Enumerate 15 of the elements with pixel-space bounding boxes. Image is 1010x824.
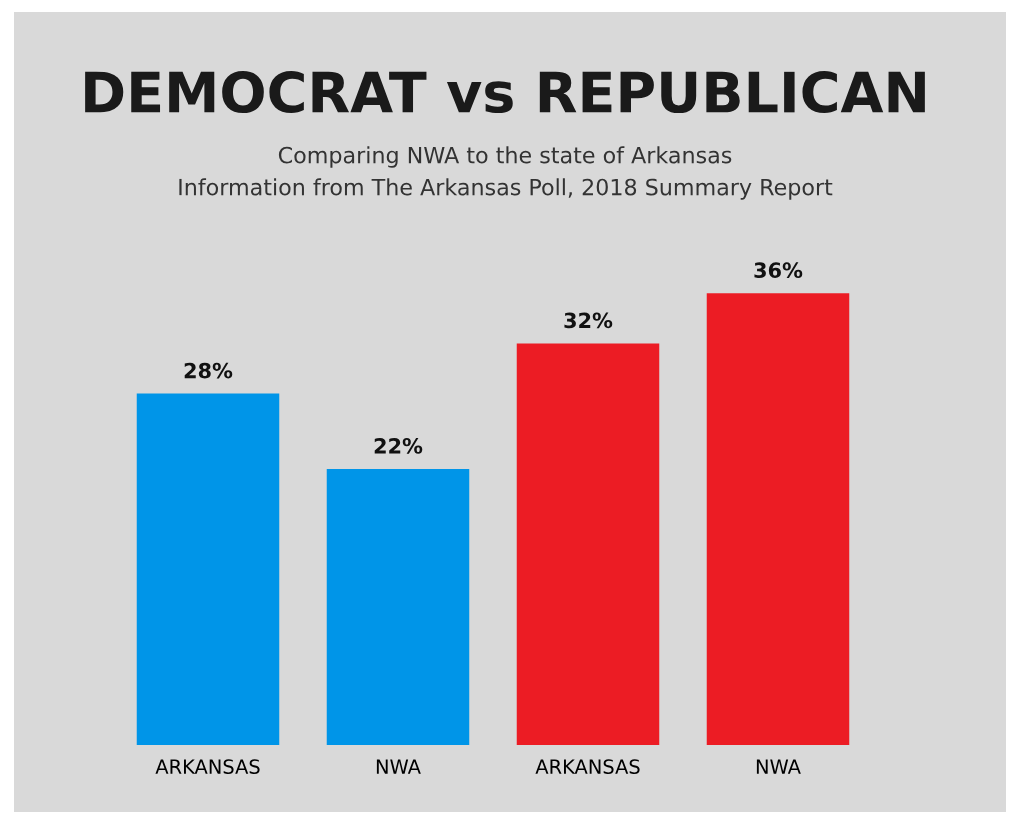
bar [516, 343, 660, 745]
bar [136, 393, 280, 745]
data-label: 32% [564, 312, 613, 329]
x-tick-label: NWA [756, 759, 801, 774]
text: Information from The Arkansas Poll, 2018 Summary Report [179, 178, 833, 200]
data-label: 28% [184, 362, 233, 379]
data-label: 22% [374, 437, 423, 454]
bar [706, 293, 850, 745]
x-tick-label: ARKANSAS [535, 759, 640, 774]
chart-title: DEMOCRAT vs REPUBLICAN [85, 71, 925, 114]
x-tick-label: NWA [376, 759, 421, 774]
bar [326, 468, 470, 745]
chart-subtitle: Comparing NWA to the state of Arkansas [278, 146, 732, 168]
x-tick-label: ARKANSAS [155, 759, 260, 774]
data-label: 36% [754, 262, 803, 279]
